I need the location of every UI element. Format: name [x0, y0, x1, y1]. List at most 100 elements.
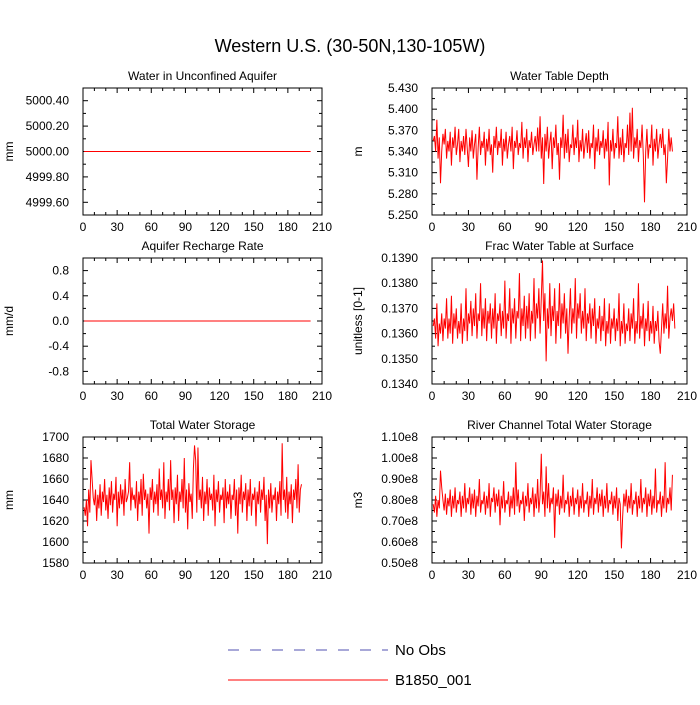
- figure-title: Western U.S. (30-50N,130-105W): [215, 36, 486, 56]
- x-tick-label: 90: [179, 568, 193, 582]
- x-tick-label: 210: [677, 389, 697, 403]
- legend-label-no-obs: No Obs: [395, 642, 446, 659]
- x-tick-label: 60: [498, 568, 512, 582]
- legend-label-b1850: B1850_001: [395, 672, 472, 689]
- y-axis-label: m3: [351, 491, 365, 508]
- y-tick-label: 5000.00: [26, 145, 70, 159]
- x-tick-label: 30: [462, 568, 476, 582]
- x-tick-label: 0: [80, 220, 87, 234]
- y-tick-label: 1620: [42, 514, 69, 528]
- y-tick-label: 0.1340: [381, 377, 418, 391]
- y-tick-label: -0.4: [48, 339, 69, 353]
- panel-2: Aquifer Recharge Rate mm/d 0 30 60 90 120 150 18…: [2, 239, 332, 403]
- y-tick-label: 0.80e8: [381, 493, 418, 507]
- y-tick-label: 5000.20: [26, 119, 70, 133]
- x-tick-label: 30: [110, 389, 124, 403]
- panel-title: Total Water Storage: [150, 418, 256, 432]
- x-tick-label: 90: [535, 220, 549, 234]
- x-tick-label: 180: [278, 220, 298, 234]
- panel-title: River Channel Total Water Storage: [467, 418, 652, 432]
- x-tick-label: 30: [110, 568, 124, 582]
- y-tick-label: 0.1350: [381, 352, 418, 366]
- y-tick-label: 0.90e8: [381, 472, 418, 486]
- panel-3: Frac Water Table at Surface unitless [0-1…: [351, 239, 697, 403]
- y-tick-label: 1700: [42, 430, 69, 444]
- y-tick-label: 4999.80: [26, 170, 70, 184]
- y-tick-label: 0.1360: [381, 327, 418, 341]
- series-line: [432, 453, 673, 549]
- panel-4: Total Water Storage mm 0 30 60 90 120 150 180 210…: [2, 418, 332, 582]
- y-axis-label: mm/d: [2, 306, 16, 336]
- x-tick-label: 30: [462, 220, 476, 234]
- y-tick-label: 1660: [42, 472, 69, 486]
- x-tick-label: 120: [568, 568, 588, 582]
- y-tick-label: 0.70e8: [381, 514, 418, 528]
- legend: No Obs B1850_001: [228, 642, 472, 689]
- x-tick-label: 120: [210, 568, 230, 582]
- y-tick-label: 5.430: [388, 81, 418, 95]
- y-tick-label: 5000.40: [26, 94, 70, 108]
- y-axis-label: m: [351, 147, 365, 157]
- x-tick-label: 210: [677, 220, 697, 234]
- y-tick-label: 4999.60: [26, 195, 70, 209]
- y-tick-label: 0.60e8: [381, 535, 418, 549]
- y-tick-label: -0.8: [48, 364, 69, 378]
- plot-frame: [431, 257, 688, 385]
- plot-frame: [82, 87, 323, 216]
- x-tick-label: 120: [210, 389, 230, 403]
- y-axis-label: unitless [0-1]: [351, 287, 365, 355]
- y-axis-label: mm: [2, 142, 16, 162]
- x-tick-label: 120: [210, 220, 230, 234]
- y-tick-label: 1640: [42, 493, 69, 507]
- y-tick-label: 5.280: [388, 187, 418, 201]
- y-tick-label: 5.340: [388, 145, 418, 159]
- x-tick-label: 180: [641, 389, 661, 403]
- y-tick-label: 0.0: [52, 314, 69, 328]
- x-tick-label: 60: [498, 220, 512, 234]
- y-tick-label: 1680: [42, 451, 69, 465]
- x-tick-label: 150: [244, 389, 264, 403]
- x-tick-label: 180: [278, 568, 298, 582]
- series-line: [432, 260, 676, 362]
- y-tick-label: 1.00e8: [381, 451, 418, 465]
- x-tick-label: 0: [80, 568, 87, 582]
- y-tick-label: 1.10e8: [381, 430, 418, 444]
- x-tick-label: 180: [641, 568, 661, 582]
- x-tick-label: 0: [80, 389, 87, 403]
- x-tick-label: 60: [145, 220, 159, 234]
- y-tick-label: 0.50e8: [381, 556, 418, 570]
- x-tick-label: 120: [568, 389, 588, 403]
- x-tick-label: 120: [568, 220, 588, 234]
- x-tick-label: 150: [604, 568, 624, 582]
- x-tick-label: 30: [462, 389, 476, 403]
- x-tick-label: 60: [145, 389, 159, 403]
- plot-frame: [82, 436, 323, 564]
- plot-frame: [431, 436, 688, 564]
- panel-1: Water Table Depth m 0 30 60 90 120 150 180 210 5.2…: [351, 69, 697, 234]
- y-tick-label: 5.310: [388, 166, 418, 180]
- x-tick-label: 210: [312, 220, 332, 234]
- x-tick-label: 60: [498, 389, 512, 403]
- x-tick-label: 0: [429, 389, 436, 403]
- x-tick-label: 210: [312, 389, 332, 403]
- x-tick-label: 180: [278, 389, 298, 403]
- y-tick-label: 0.1390: [381, 251, 418, 265]
- panel-0: Water in Unconfined Aquifer mm 0 30 60 90 120 1…: [2, 69, 332, 234]
- x-tick-label: 210: [677, 568, 697, 582]
- panel-title: Water Table Depth: [510, 69, 609, 83]
- panel-5: River Channel Total Water Storage m3 0 30 60…: [351, 418, 697, 582]
- y-tick-label: 0.8: [52, 264, 69, 278]
- plot-frame: [431, 87, 688, 216]
- x-tick-label: 60: [145, 568, 159, 582]
- y-tick-label: 1600: [42, 535, 69, 549]
- x-tick-label: 30: [110, 220, 124, 234]
- x-tick-label: 90: [179, 220, 193, 234]
- y-tick-label: 0.4: [52, 289, 69, 303]
- x-tick-label: 90: [535, 568, 549, 582]
- panel-title: Water in Unconfined Aquifer: [128, 69, 277, 83]
- panels: Water in Unconfined Aquifer mm 0 30 60 90 120 1…: [2, 69, 697, 582]
- series-line: [83, 443, 302, 545]
- y-tick-label: 0.1370: [381, 301, 418, 315]
